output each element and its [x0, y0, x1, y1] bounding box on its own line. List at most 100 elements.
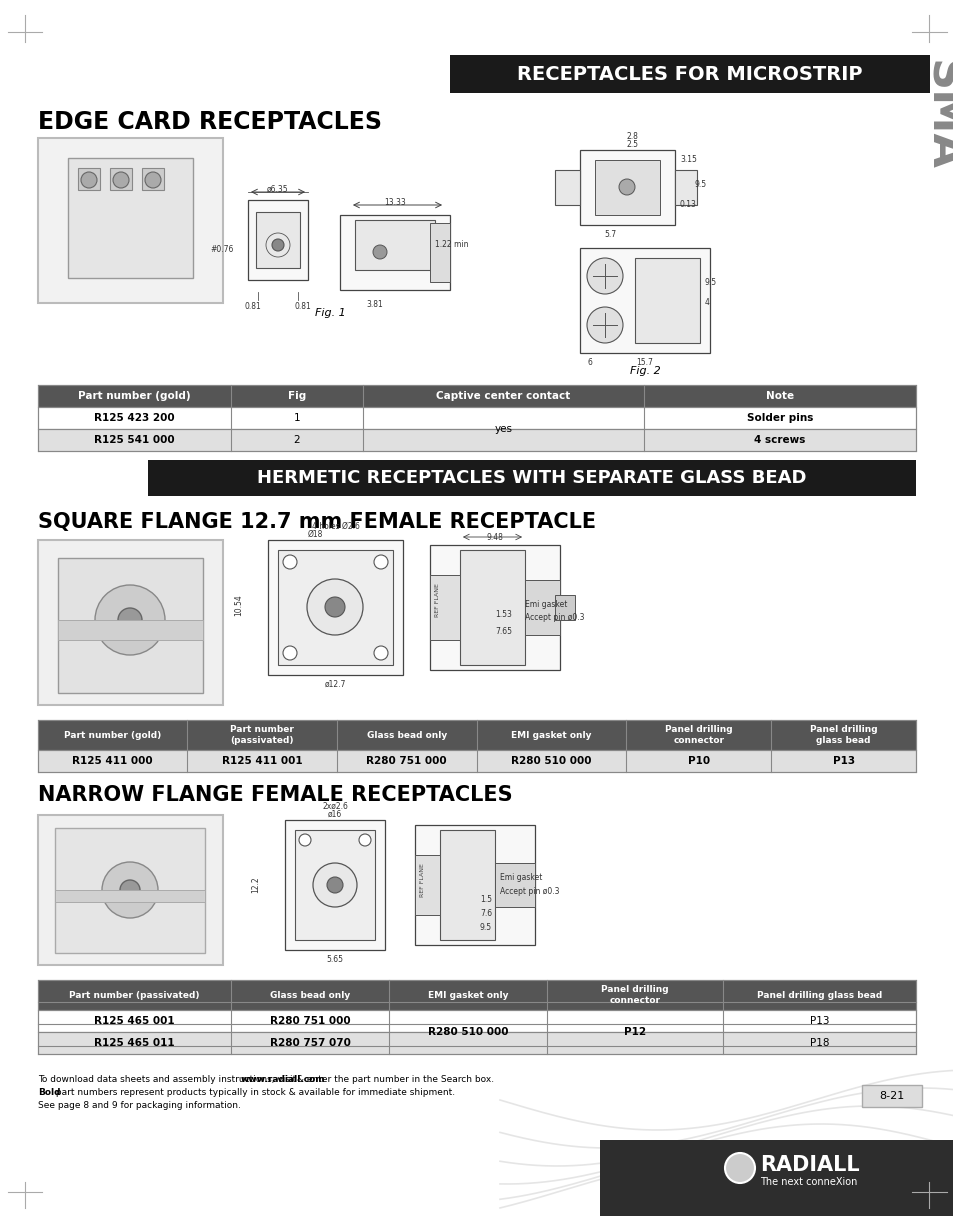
- Text: 1.53: 1.53: [495, 610, 512, 619]
- Text: 2: 2: [294, 435, 300, 445]
- Text: 4: 4: [704, 298, 709, 306]
- Text: 4 screws: 4 screws: [754, 435, 804, 445]
- Circle shape: [618, 179, 635, 195]
- Bar: [599, 1141, 953, 1216]
- Text: Bold: Bold: [38, 1088, 60, 1097]
- Text: R125 465 011: R125 465 011: [94, 1038, 174, 1048]
- Text: ø6.35: ø6.35: [267, 185, 289, 195]
- Bar: [555, 170, 579, 206]
- Text: REF FLANE: REF FLANE: [419, 863, 424, 897]
- Text: REF FLANE: REF FLANE: [435, 582, 439, 617]
- Text: P13: P13: [832, 756, 854, 766]
- Bar: [78, 168, 100, 190]
- Circle shape: [272, 240, 284, 250]
- Text: SQUARE FLANGE 12.7 mm FEMALE RECEPTACLE: SQUARE FLANGE 12.7 mm FEMALE RECEPTACLE: [38, 512, 596, 533]
- Text: Glass bead only: Glass bead only: [270, 991, 350, 1000]
- Text: www.radiall.com: www.radiall.com: [240, 1075, 325, 1083]
- Bar: [255, 212, 299, 268]
- Circle shape: [145, 171, 161, 188]
- Text: 2xø2.6: 2xø2.6: [322, 803, 348, 811]
- Circle shape: [283, 646, 296, 660]
- Text: R280 751 000: R280 751 000: [366, 756, 447, 766]
- Bar: [415, 824, 535, 945]
- Text: EMI gasket only: EMI gasket only: [511, 731, 591, 739]
- Bar: [285, 820, 385, 950]
- Text: Glass bead only: Glass bead only: [366, 731, 446, 739]
- Text: 3.81: 3.81: [366, 300, 383, 309]
- Text: 2.5: 2.5: [626, 140, 639, 150]
- Bar: [38, 385, 915, 407]
- Circle shape: [120, 880, 140, 900]
- Text: R125 465 001: R125 465 001: [94, 1017, 174, 1026]
- Circle shape: [307, 579, 363, 635]
- Circle shape: [95, 585, 165, 655]
- Bar: [277, 550, 393, 665]
- Text: 7.65: 7.65: [495, 627, 512, 636]
- Circle shape: [586, 306, 622, 343]
- Bar: [450, 55, 929, 92]
- Text: 2.8: 2.8: [626, 133, 639, 141]
- Text: & enter the part number in the Search box.: & enter the part number in the Search bo…: [294, 1075, 494, 1083]
- Bar: [38, 1032, 915, 1054]
- Text: To download data sheets and assembly instructions, visit: To download data sheets and assembly ins…: [38, 1075, 299, 1083]
- Bar: [495, 863, 535, 907]
- Circle shape: [283, 554, 296, 569]
- Bar: [579, 248, 709, 353]
- Text: RADIALL: RADIALL: [760, 1155, 859, 1175]
- Text: Panel drilling
connector: Panel drilling connector: [600, 985, 668, 1004]
- Circle shape: [118, 608, 142, 632]
- Text: Panel drilling glass bead: Panel drilling glass bead: [756, 991, 882, 1000]
- Circle shape: [325, 597, 345, 617]
- Bar: [38, 815, 223, 966]
- Text: Panel drilling
glass bead: Panel drilling glass bead: [809, 725, 877, 744]
- Text: Fig: Fig: [288, 392, 306, 401]
- Text: yes: yes: [494, 424, 512, 434]
- Bar: [58, 620, 203, 640]
- Circle shape: [374, 554, 388, 569]
- Circle shape: [374, 646, 388, 660]
- Circle shape: [373, 244, 387, 259]
- Text: 0.81: 0.81: [244, 302, 261, 311]
- Text: Part number (gold): Part number (gold): [64, 731, 161, 739]
- Bar: [524, 580, 559, 635]
- Bar: [355, 220, 435, 270]
- Text: #0.76: #0.76: [210, 244, 233, 254]
- Text: Emi gasket: Emi gasket: [499, 873, 542, 882]
- Text: 9.5: 9.5: [704, 278, 717, 287]
- Bar: [38, 429, 915, 451]
- Bar: [148, 460, 915, 496]
- Bar: [142, 168, 164, 190]
- Text: R125 411 000: R125 411 000: [72, 756, 152, 766]
- Bar: [38, 750, 915, 772]
- Bar: [55, 890, 205, 902]
- Bar: [38, 137, 223, 303]
- Bar: [675, 170, 697, 206]
- Circle shape: [81, 171, 97, 188]
- Text: 0.81: 0.81: [294, 302, 311, 311]
- Bar: [58, 558, 203, 693]
- Circle shape: [298, 834, 311, 846]
- Text: 15.7: 15.7: [636, 358, 653, 367]
- Circle shape: [313, 863, 356, 907]
- Text: Ø18: Ø18: [308, 530, 323, 539]
- Text: R280 510 000: R280 510 000: [511, 756, 591, 766]
- Text: Accept pin ø0.3: Accept pin ø0.3: [524, 613, 584, 623]
- Circle shape: [112, 171, 129, 188]
- Bar: [459, 550, 524, 665]
- Bar: [38, 407, 915, 429]
- Text: R125 541 000: R125 541 000: [94, 435, 174, 445]
- Text: 8-21: 8-21: [879, 1091, 903, 1100]
- Bar: [339, 215, 450, 289]
- Text: NARROW FLANGE FEMALE RECEPTACLES: NARROW FLANGE FEMALE RECEPTACLES: [38, 786, 512, 805]
- Text: ø16: ø16: [328, 810, 342, 820]
- Bar: [635, 258, 700, 343]
- Bar: [68, 158, 193, 278]
- Text: EMI gasket only: EMI gasket only: [428, 991, 508, 1000]
- Text: R280 510 000: R280 510 000: [428, 1028, 508, 1037]
- Text: 6: 6: [587, 358, 592, 367]
- Text: Captive center contact: Captive center contact: [436, 392, 570, 401]
- Bar: [595, 161, 659, 215]
- Bar: [439, 831, 495, 940]
- Text: R125 423 200: R125 423 200: [94, 413, 174, 423]
- Text: 1.22 min: 1.22 min: [435, 240, 468, 249]
